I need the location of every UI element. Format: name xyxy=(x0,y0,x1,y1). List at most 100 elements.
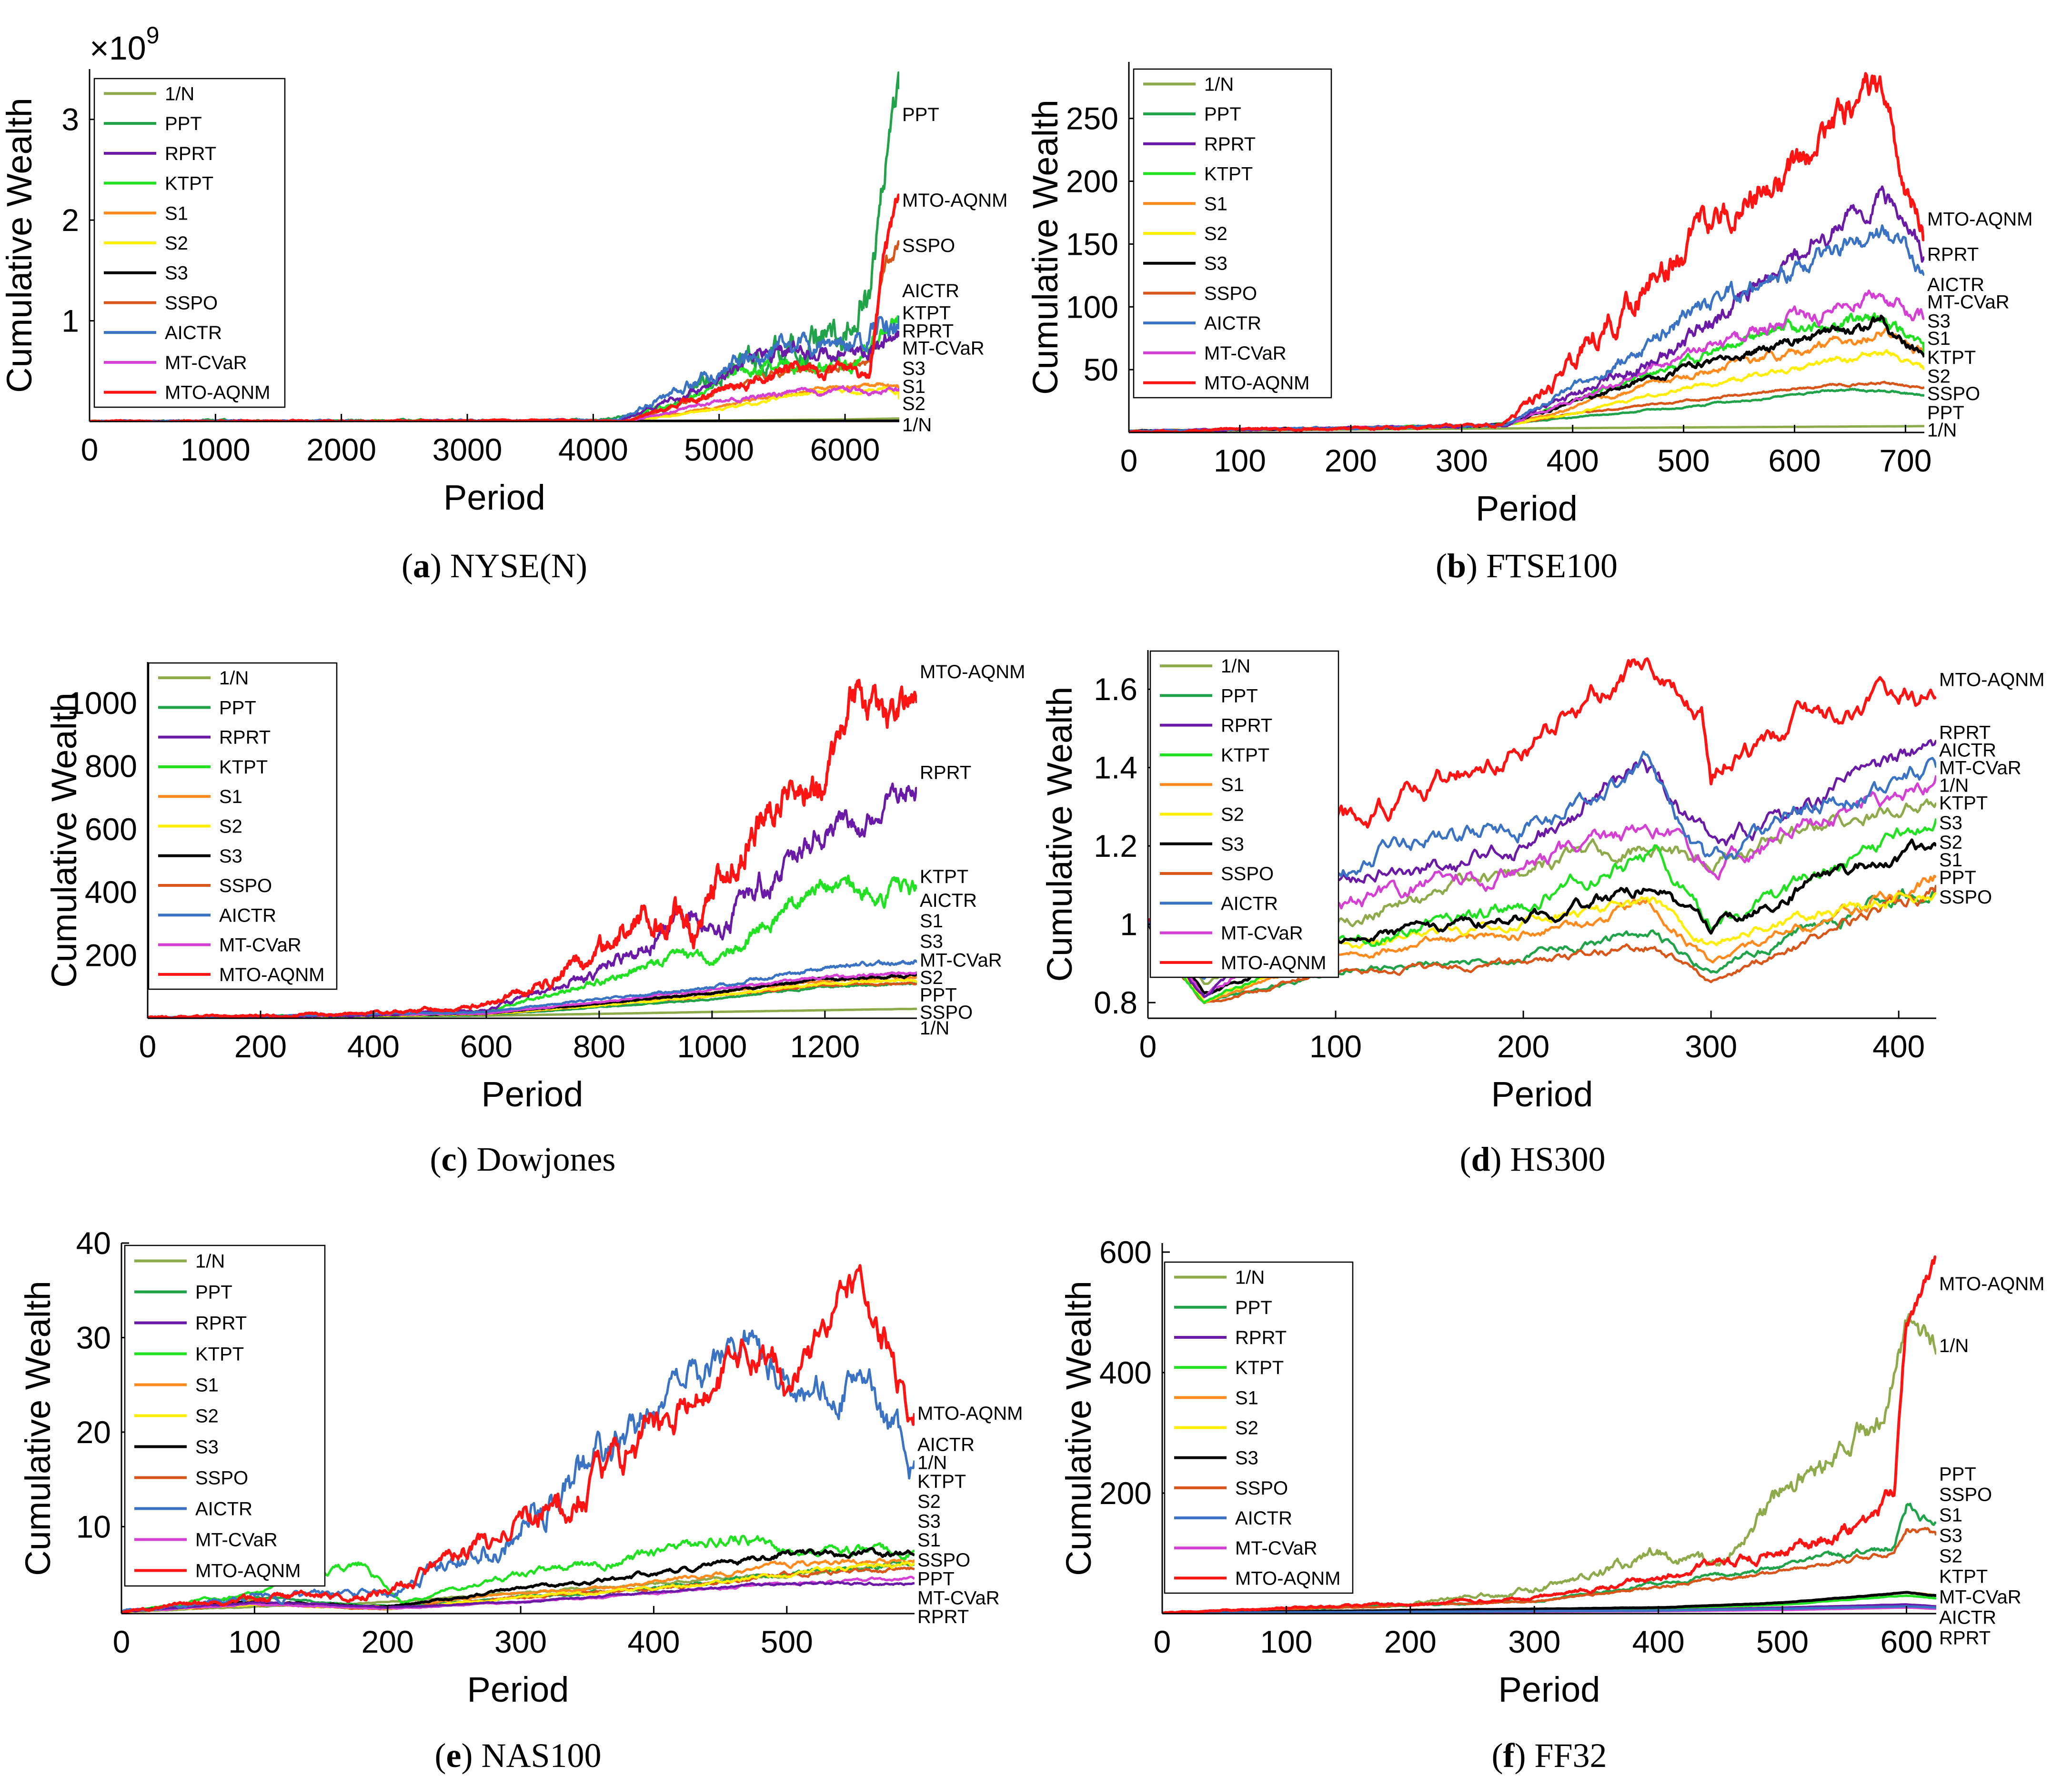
legend-entry: MTO-AQNM xyxy=(219,964,324,985)
legend-entry: S3 xyxy=(165,263,188,284)
x-tick-label: 100 xyxy=(228,1624,281,1659)
x-tick-label: 400 xyxy=(1872,1029,1925,1064)
end-label: S2 xyxy=(917,1491,941,1512)
legend-entry: SSPO xyxy=(195,1468,248,1489)
end-label: 1/N xyxy=(1939,1335,1969,1356)
legend-entry: AICTR xyxy=(165,322,222,343)
y-tick-label: 50 xyxy=(1084,352,1118,387)
y-axis-label: Cumulative Wealth xyxy=(18,1281,58,1576)
x-tick-label: 2000 xyxy=(306,432,376,467)
legend-entry: 1/N xyxy=(1204,74,1234,95)
panel-caption: (f) FF32 xyxy=(1491,1736,1607,1775)
end-label: PPT xyxy=(902,104,939,125)
panel-caption: (c) Dowjones xyxy=(430,1140,616,1178)
x-tick-label: 400 xyxy=(347,1029,400,1064)
end-label: 1/N xyxy=(902,414,932,435)
legend-entry: MT-CVaR xyxy=(195,1530,278,1551)
y-tick-label: 1 xyxy=(1120,907,1137,942)
y-tick-label: 250 xyxy=(1066,101,1118,136)
legend-entry: S3 xyxy=(1204,253,1227,274)
legend-entry: MTO-AQNM xyxy=(1221,953,1326,973)
legend-entry: 1/N xyxy=(165,83,194,104)
end-label: MT-CVaR xyxy=(902,338,985,359)
end-label: SSPO xyxy=(920,1002,973,1023)
legend-entry: S2 xyxy=(1204,223,1227,244)
x-tick-label: 100 xyxy=(1260,1624,1312,1659)
legend-entry: KTPT xyxy=(219,757,268,778)
x-tick-label: 500 xyxy=(1756,1624,1809,1659)
legend-entry: SSPO xyxy=(165,292,218,313)
end-label: S2 xyxy=(1927,366,1951,387)
legend-entry: 1/N xyxy=(1235,1267,1265,1288)
legend: 1/N PPT RPRT KTPT S1 S2 S3 SSPO AICTR MT-CVaR MTO-… xyxy=(1149,650,1339,978)
end-label: AICTR xyxy=(1927,274,1984,295)
legend-entry: RPRT xyxy=(195,1313,247,1334)
legend-entry: S1 xyxy=(1235,1387,1258,1408)
x-tick-label: 1000 xyxy=(181,432,251,467)
legend-entry: MTO-AQNM xyxy=(1204,373,1309,394)
legend-entry: PPT xyxy=(1235,1297,1272,1318)
x-tick-label: 6000 xyxy=(810,432,880,467)
x-tick-label: 300 xyxy=(1436,443,1488,478)
end-label: S1 xyxy=(1939,1505,1962,1526)
end-label: 1/N xyxy=(920,1018,949,1039)
end-label: 1/N xyxy=(1927,420,1957,441)
series-line-mto-aqnm xyxy=(148,679,917,1018)
end-label: RPRT xyxy=(902,321,954,342)
end-label: MT-CVaR xyxy=(1939,758,2022,779)
end-label: S1 xyxy=(920,911,943,932)
legend-entry: RPRT xyxy=(1221,715,1272,736)
end-label: AICTR xyxy=(1939,740,1996,761)
legend-entry: RPRT xyxy=(1235,1327,1287,1348)
end-label: S3 xyxy=(902,358,925,379)
legend-entry: PPT xyxy=(165,113,202,134)
end-label: SSPO xyxy=(1927,383,1980,404)
series-lines xyxy=(121,1264,915,1614)
y-tick-label: 30 xyxy=(76,1320,111,1355)
end-label: KTPT xyxy=(917,1471,966,1492)
end-label: S3 xyxy=(1939,1525,1962,1546)
end-label: SSPO xyxy=(1939,1485,1992,1505)
x-axis-label: Period xyxy=(443,478,545,517)
x-tick-label: 3000 xyxy=(433,432,503,467)
x-axis-label: Period xyxy=(1491,1074,1593,1114)
axis-scale-label: ×109 xyxy=(90,22,160,67)
end-label: S2 xyxy=(1939,832,1962,853)
x-tick-label: 1000 xyxy=(677,1029,747,1064)
end-label: S3 xyxy=(1939,813,1962,833)
legend-entry: S2 xyxy=(219,816,242,837)
legend-entry: PPT xyxy=(1204,104,1241,125)
panel-caption: (e) NAS100 xyxy=(435,1736,602,1775)
legend-entry: S3 xyxy=(219,846,242,867)
panel-caption: (a) NYSE(N) xyxy=(402,547,587,585)
end-label: MTO-AQNM xyxy=(1939,670,2044,691)
y-tick-label: 1.6 xyxy=(1094,672,1137,707)
legend: 1/N PPT RPRT KTPT S1 S2 S3 SSPO AICTR MT-CVaR MTO-… xyxy=(1133,68,1332,399)
y-tick-label: 20 xyxy=(76,1415,111,1450)
end-label: PPT xyxy=(917,1569,955,1590)
x-tick-label: 0 xyxy=(1154,1624,1171,1659)
legend-entry: KTPT xyxy=(1235,1357,1284,1378)
y-tick-label: 200 xyxy=(1099,1475,1152,1511)
end-label: AICTR xyxy=(917,1435,975,1455)
series-lines xyxy=(148,679,917,1018)
series-line-aictr xyxy=(121,1329,915,1613)
legend-entry: SSPO xyxy=(1235,1478,1288,1499)
end-label: S2 xyxy=(1939,1546,1962,1567)
y-axis-label: Cumulative Wealth xyxy=(1040,687,1079,982)
end-label: S1 xyxy=(902,376,925,397)
y-tick-label: 200 xyxy=(1066,164,1118,199)
x-tick-label: 600 xyxy=(460,1029,513,1064)
x-tick-label: 600 xyxy=(1880,1624,1932,1659)
end-label: MTO-AQNM xyxy=(1927,209,2032,230)
x-tick-label: 800 xyxy=(573,1029,625,1064)
y-tick-label: 100 xyxy=(1066,289,1118,324)
x-axis-label: Period xyxy=(482,1074,583,1114)
x-axis-label: Period xyxy=(1476,489,1578,528)
legend-entry: MT-CVaR xyxy=(1235,1538,1318,1559)
legend-entry: MT-CVaR xyxy=(219,935,302,956)
legend: 1/N PPT RPRT KTPT S1 S2 S3 SSPO AICTR MT-CVaR MTO-… xyxy=(148,662,338,990)
end-label: MTO-AQNM xyxy=(1939,1274,2044,1294)
legend-entry: MT-CVaR xyxy=(1204,343,1287,364)
